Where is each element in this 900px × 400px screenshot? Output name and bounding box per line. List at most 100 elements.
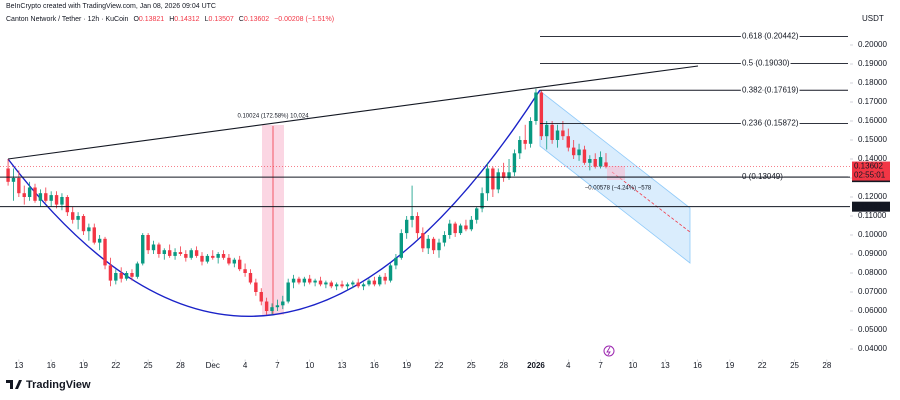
candle-body (54, 195, 59, 205)
candle-body (291, 278, 296, 283)
y-tick-label: 0.17000 (858, 97, 887, 106)
event-icon-bolt (606, 346, 611, 356)
candle-body (582, 149, 587, 163)
x-tick-label: 28 (176, 361, 185, 370)
y-tick-label: 0.08000 (858, 268, 887, 277)
candle-body (38, 193, 43, 201)
trend-line (7, 65, 699, 160)
candle-body (356, 282, 360, 287)
candle-body (270, 307, 274, 311)
measure-down-label: −0.00578 (−4.24%) −578 (585, 186, 652, 192)
candle-body (87, 227, 91, 232)
candle-body (254, 282, 258, 292)
candle-body (421, 233, 425, 249)
ohlc-key: C (239, 16, 244, 23)
candle-body (27, 187, 32, 197)
candle-body (593, 159, 597, 167)
candle-body (114, 273, 118, 281)
candle-body (426, 238, 430, 249)
y-tick-label: 0.06000 (858, 306, 887, 315)
candle-body (97, 238, 102, 243)
candle-body (453, 223, 457, 234)
current-price-label: 0.13602 (854, 162, 883, 171)
candle-body (367, 280, 371, 285)
event-icon[interactable] (603, 345, 615, 357)
ohlc-value: 0.13602 (244, 16, 269, 23)
candle-body (313, 280, 317, 283)
candle-body (281, 301, 285, 306)
candle-body (399, 233, 403, 258)
x-tick-label: 28 (499, 361, 508, 370)
candle-body (135, 263, 140, 277)
candle-body (577, 149, 581, 156)
candle-body (437, 242, 441, 251)
candle-body (264, 301, 269, 311)
candle-body (227, 257, 231, 264)
candle-body (60, 197, 64, 205)
candle-body (141, 235, 145, 264)
x-tick-label: 28 (822, 361, 831, 370)
fib-label: 0.382 (0.17619) (742, 85, 799, 94)
candle-body (124, 273, 129, 279)
candle-body (372, 280, 377, 285)
candle-body (108, 265, 113, 281)
candle-body (205, 255, 210, 262)
candle-body (571, 147, 576, 156)
candle-body (496, 172, 500, 190)
x-tick-label: 10 (305, 361, 314, 370)
candle-body (464, 225, 468, 230)
x-tick-label: 19 (402, 361, 411, 370)
candle-body (507, 172, 511, 178)
candle-body (469, 219, 474, 230)
countdown-label: 02:55:01 (854, 171, 886, 180)
candle-body (566, 136, 570, 148)
x-tick-label: 16 (370, 361, 379, 370)
logo-icon (6, 380, 22, 389)
cup-curve (7, 89, 541, 317)
candle-body (173, 252, 177, 256)
candle-body (178, 252, 183, 254)
candle-body (302, 278, 307, 283)
candle-body (211, 255, 215, 258)
candle-body (232, 259, 237, 264)
y-tick-label: 0.16000 (858, 116, 887, 125)
ohlc-value: 0.13821 (139, 16, 164, 23)
y-tick-label: 0.15000 (858, 135, 887, 144)
projection-line (611, 171, 691, 233)
fib-label: 0.236 (0.15872) (742, 119, 799, 128)
candle-body (49, 195, 53, 201)
candle-body (119, 273, 123, 279)
y-tick-label: 0.07000 (858, 287, 887, 296)
x-tick-label: Dec (206, 361, 220, 370)
candle-body (259, 292, 263, 302)
candle-body (297, 278, 301, 283)
change: −0.00208 (−1.51%) (274, 16, 334, 23)
candle-body (442, 235, 447, 243)
candle-body (65, 197, 70, 213)
candle-body (598, 157, 603, 167)
candle-body (200, 255, 204, 262)
candle-body (518, 140, 522, 154)
y-tick-label: 0.12000 (858, 192, 887, 201)
candle-body (329, 282, 333, 287)
x-tick-label: 10 (628, 361, 637, 370)
x-tick-label: 13 (661, 361, 670, 370)
y-tick-label: 0.10000 (858, 230, 887, 239)
candle-body (523, 140, 527, 144)
candle-body (534, 92, 538, 121)
y-tick-label: 0.11000 (858, 211, 887, 220)
candle-body (71, 212, 75, 220)
candle-body (11, 178, 16, 182)
x-tick-label: 25 (790, 361, 799, 370)
x-tick-label: 22 (435, 361, 444, 370)
candle-body (410, 216, 414, 220)
price-tag (852, 201, 890, 212)
y-tick-label: 0.19000 (858, 59, 887, 68)
measure-up-label: 0.10024 (172.58%) 10,024 (237, 114, 309, 120)
y-tick-label: 0.20000 (858, 40, 887, 49)
candle-body (491, 168, 495, 190)
x-tick-label: 13 (338, 361, 347, 370)
x-tick-label: 25 (467, 361, 476, 370)
x-tick-label: 16 (47, 361, 56, 370)
